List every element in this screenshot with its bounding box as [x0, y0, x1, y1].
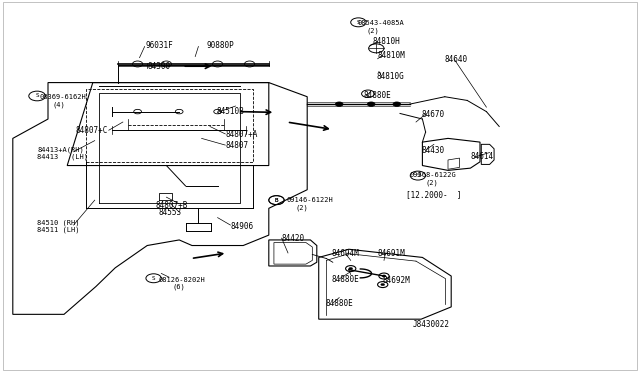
Text: S: S — [416, 173, 420, 178]
Text: (2): (2) — [366, 27, 379, 34]
Circle shape — [346, 266, 356, 272]
Text: 84640: 84640 — [445, 55, 468, 64]
Text: 84692M: 84692M — [383, 276, 410, 285]
Text: 84807+B: 84807+B — [156, 201, 188, 210]
Circle shape — [335, 102, 343, 106]
Text: (2): (2) — [426, 179, 438, 186]
Text: 84807+C: 84807+C — [76, 126, 108, 135]
Text: S: S — [152, 276, 156, 281]
Text: 84413   (LH): 84413 (LH) — [37, 154, 88, 160]
Text: 09368-6122G: 09368-6122G — [410, 172, 456, 178]
Text: 84413+A(RH): 84413+A(RH) — [37, 146, 84, 153]
Text: [12.2000-  ]: [12.2000- ] — [406, 190, 462, 199]
Text: 84420: 84420 — [282, 234, 305, 243]
Circle shape — [393, 102, 401, 106]
Text: J8430022: J8430022 — [413, 320, 450, 329]
Text: 84694M: 84694M — [332, 249, 359, 258]
Text: (2): (2) — [296, 204, 308, 211]
Text: 84880E: 84880E — [364, 92, 391, 100]
Text: 90880P: 90880P — [207, 41, 234, 50]
Text: 84807: 84807 — [225, 141, 248, 150]
Circle shape — [382, 275, 386, 277]
Text: (6): (6) — [173, 284, 186, 291]
Circle shape — [381, 283, 385, 286]
Circle shape — [379, 273, 389, 279]
Text: 08543-4085A: 08543-4085A — [357, 20, 404, 26]
Circle shape — [367, 102, 375, 106]
Text: 84691M: 84691M — [378, 249, 405, 258]
Text: 96031F: 96031F — [146, 41, 173, 50]
Text: 84880E: 84880E — [332, 275, 359, 284]
Circle shape — [349, 267, 353, 270]
Text: 84614: 84614 — [470, 153, 493, 161]
Text: 84510B: 84510B — [216, 107, 244, 116]
Text: 84906: 84906 — [230, 222, 253, 231]
Text: 84880E: 84880E — [325, 299, 353, 308]
Text: 84670: 84670 — [421, 110, 444, 119]
Text: B: B — [275, 198, 278, 203]
Text: 84430: 84430 — [421, 146, 444, 155]
Text: 84300: 84300 — [147, 62, 170, 71]
Text: 08369-6162H: 08369-6162H — [40, 94, 86, 100]
Text: S: S — [356, 20, 360, 25]
Text: 08126-8202H: 08126-8202H — [159, 277, 205, 283]
Text: S: S — [35, 93, 39, 99]
Circle shape — [378, 282, 388, 288]
Text: 84810M: 84810M — [378, 51, 405, 60]
Text: 84810G: 84810G — [376, 72, 404, 81]
Text: 84511 (LH): 84511 (LH) — [37, 227, 79, 233]
Text: (4): (4) — [52, 102, 65, 108]
Text: 84810H: 84810H — [372, 37, 400, 46]
Text: 84510 (RH): 84510 (RH) — [37, 220, 79, 227]
Text: 09146-6122H: 09146-6122H — [287, 197, 333, 203]
Text: 84553: 84553 — [159, 208, 182, 217]
Text: 84807+A: 84807+A — [225, 130, 258, 139]
Text: B: B — [275, 198, 278, 203]
